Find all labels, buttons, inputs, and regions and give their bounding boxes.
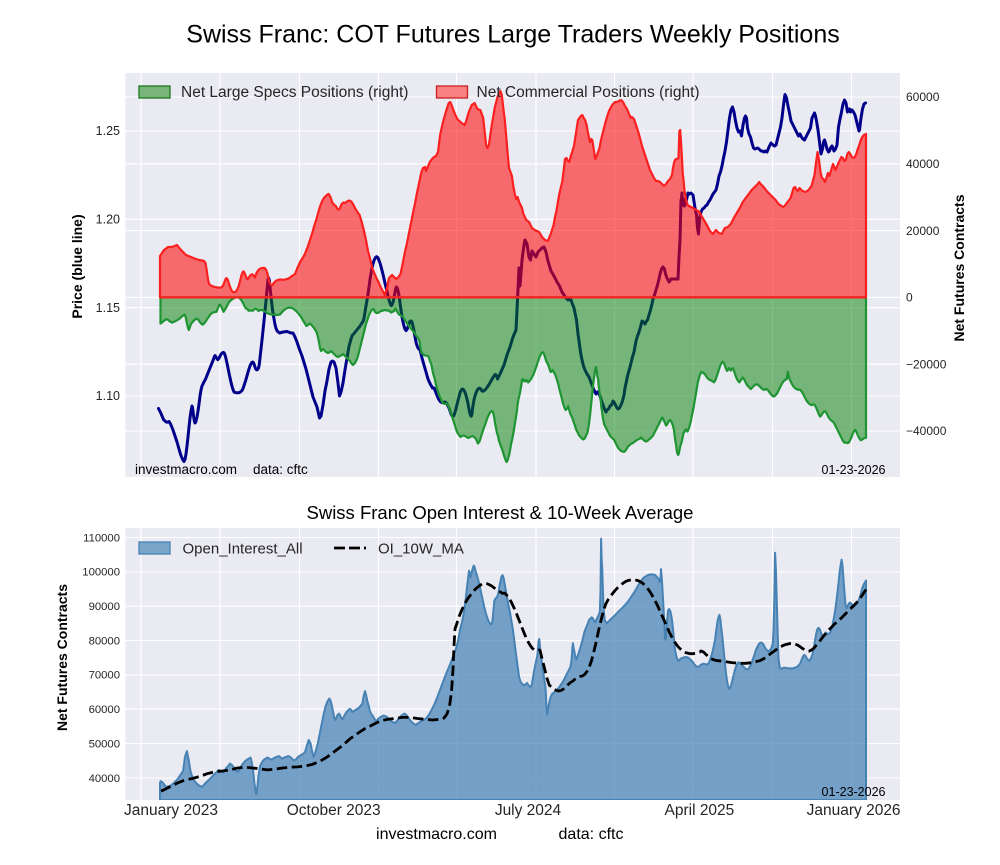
svg-text:January 2026: January 2026 <box>807 802 901 819</box>
svg-text:investmacro.com: investmacro.com <box>376 826 497 843</box>
svg-text:Swiss Franc: COT Futures Large: Swiss Franc: COT Futures Large Traders W… <box>186 21 839 49</box>
svg-text:Net Large Specs Positions (rig: Net Large Specs Positions (right) <box>181 84 408 101</box>
svg-text:1.20: 1.20 <box>96 213 120 227</box>
svg-text:70000: 70000 <box>89 670 120 682</box>
svg-text:OI_10W_MA: OI_10W_MA <box>378 540 464 557</box>
svg-text:1.25: 1.25 <box>96 124 120 138</box>
svg-text:data: cftc: data: cftc <box>253 462 308 477</box>
svg-text:40000: 40000 <box>89 773 120 785</box>
svg-text:110000: 110000 <box>83 532 120 544</box>
svg-text:Swiss Franc Open Interest & 10: Swiss Franc Open Interest & 10-Week Aver… <box>307 502 694 523</box>
svg-text:100000: 100000 <box>82 567 120 579</box>
svg-text:60000: 60000 <box>906 90 940 104</box>
svg-text:April 2025: April 2025 <box>665 802 735 819</box>
svg-text:1.15: 1.15 <box>96 301 120 315</box>
svg-text:Net Futures Contracts: Net Futures Contracts <box>951 194 967 341</box>
svg-text:January 2023: January 2023 <box>124 802 218 819</box>
svg-text:50000: 50000 <box>89 738 120 750</box>
svg-text:−20000: −20000 <box>906 357 947 371</box>
svg-text:60000: 60000 <box>89 704 120 716</box>
svg-text:−40000: −40000 <box>906 424 947 438</box>
svg-text:1.10: 1.10 <box>96 389 120 403</box>
svg-text:July 2024: July 2024 <box>495 802 562 819</box>
svg-text:Net Commercial Positions (righ: Net Commercial Positions (right) <box>477 84 700 101</box>
svg-text:Price (blue line): Price (blue line) <box>69 214 85 318</box>
svg-text:data: cftc: data: cftc <box>559 826 624 843</box>
svg-text:October 2023: October 2023 <box>287 802 381 819</box>
svg-text:Net Futures Contracts: Net Futures Contracts <box>54 584 70 731</box>
svg-text:01-23-2026: 01-23-2026 <box>822 463 886 477</box>
svg-text:investmacro.com: investmacro.com <box>135 462 237 477</box>
svg-text:90000: 90000 <box>89 601 120 613</box>
svg-text:80000: 80000 <box>89 635 120 647</box>
svg-text:01-23-2026: 01-23-2026 <box>822 785 886 799</box>
svg-text:20000: 20000 <box>906 224 940 238</box>
svg-text:40000: 40000 <box>906 157 940 171</box>
svg-text:Open_Interest_All: Open_Interest_All <box>183 540 303 557</box>
svg-text:0: 0 <box>906 291 913 305</box>
